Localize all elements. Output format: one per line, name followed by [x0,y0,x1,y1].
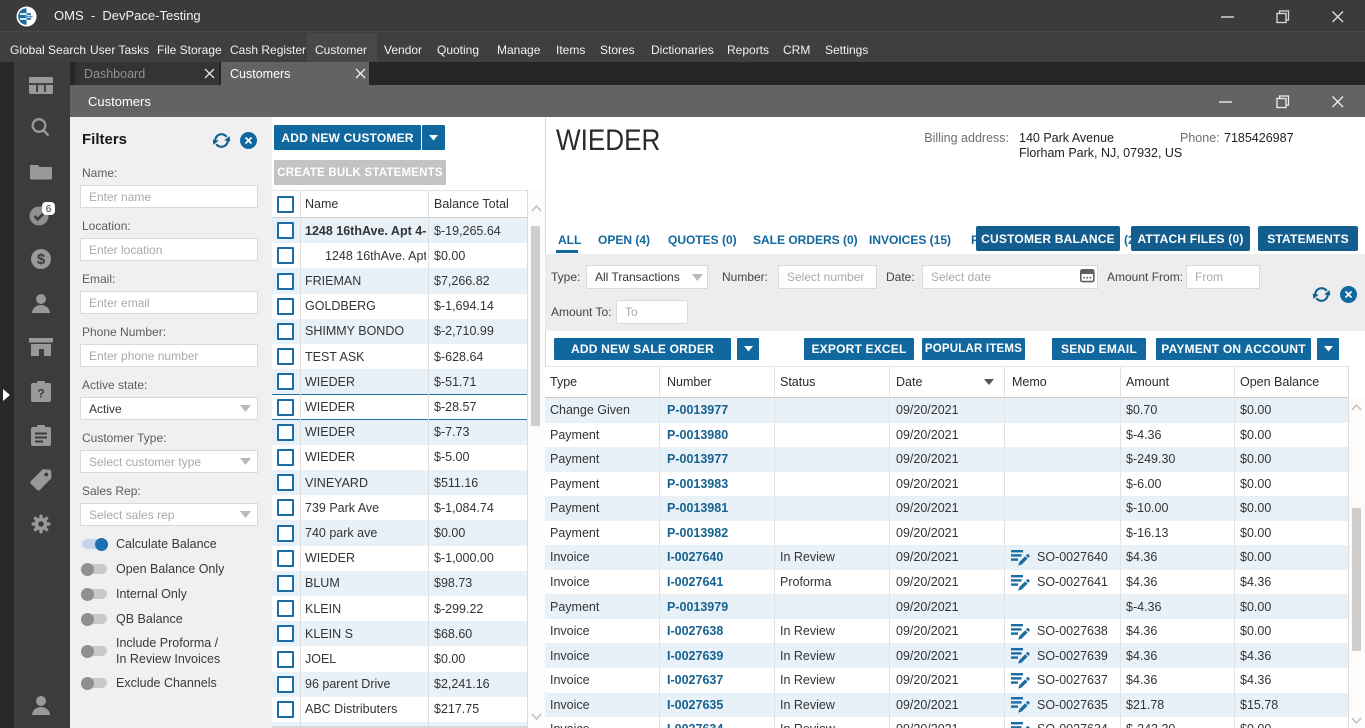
svg-text:6: 6 [46,204,52,215]
svg-text:?: ? [37,387,44,401]
svg-text:$: $ [37,251,46,268]
